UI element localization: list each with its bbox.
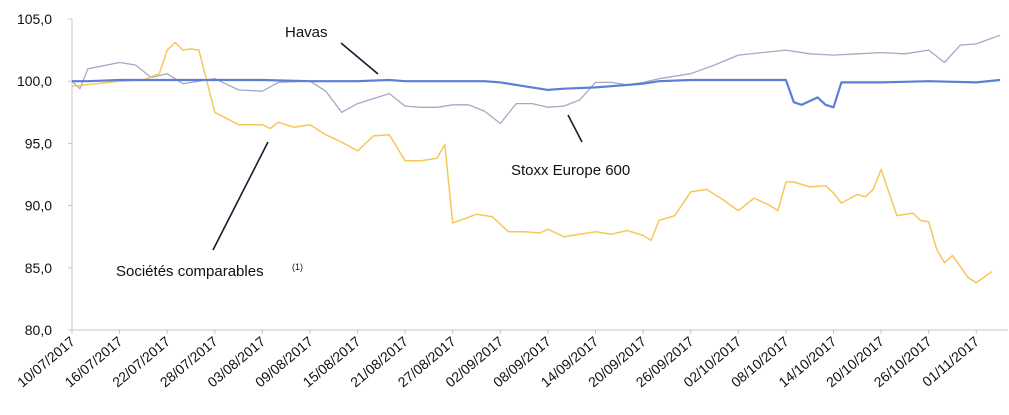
y-tick-label: 80,0: [25, 322, 52, 338]
y-tick-label: 85,0: [25, 260, 52, 276]
annotation-label-stoxx-europe-600: Stoxx Europe 600: [511, 162, 630, 179]
series-line-havas: [72, 78, 1001, 109]
y-tick-label: 95,0: [25, 135, 52, 151]
series-line-societes-comparables: [71, 41, 993, 284]
annotation-superscript: (1): [292, 262, 303, 272]
y-tick-label: 90,0: [25, 198, 52, 214]
annotation-label-havas: Havas: [285, 24, 328, 41]
annotation-leader-stoxx: [567, 114, 583, 143]
annotation-leader-societes: [212, 141, 269, 251]
y-tick-label: 100,0: [17, 73, 52, 89]
y-tick-label: 105,0: [17, 11, 52, 27]
annotation-leader-havas: [340, 42, 379, 75]
annotation-label-societes-comparables: Sociétés comparables: [116, 263, 264, 280]
